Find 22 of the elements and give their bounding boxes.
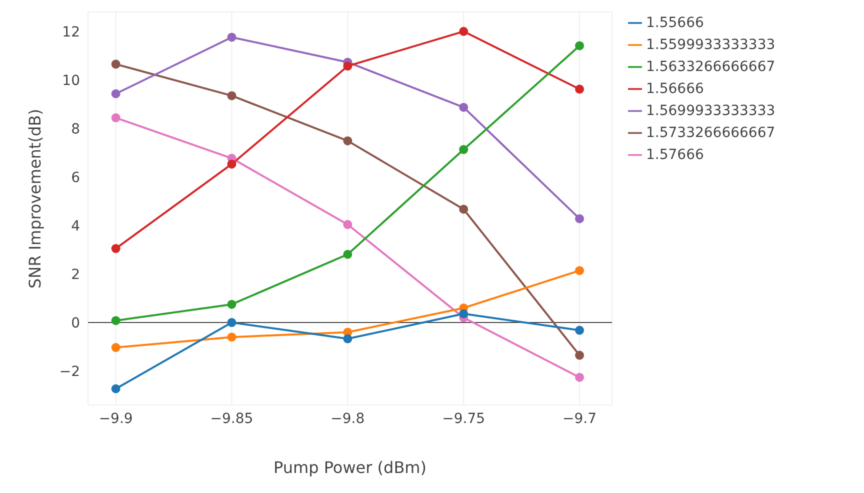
- x-tick-label: −9.8: [330, 410, 365, 427]
- y-tick-label: 6: [71, 170, 80, 186]
- y-tick-label: 12: [62, 24, 80, 40]
- y-tick-label: 10: [62, 72, 80, 89]
- legend-label: 1.5699933333333: [646, 103, 776, 119]
- y-tick-label: 8: [71, 121, 80, 138]
- y-tick-label: 0: [71, 315, 80, 332]
- y-tick-label: 2: [71, 266, 80, 283]
- x-axis-title: Pump Power (dBm): [274, 458, 426, 477]
- x-tick-label: −9.85: [210, 410, 254, 427]
- legend-label: 1.55666: [646, 15, 704, 31]
- x-tick-label: −9.7: [562, 410, 597, 427]
- y-tick-label: 4: [71, 218, 80, 234]
- y-axis-title: SNR Improvement(dB): [26, 108, 45, 288]
- x-tick-label: −9.75: [442, 410, 486, 427]
- y-tick-label: −2: [59, 364, 80, 380]
- legend-label: 1.57666: [646, 147, 704, 163]
- legend-label: 1.5599933333333: [646, 37, 776, 53]
- legend-label: 1.5633266666667: [646, 59, 776, 75]
- legend-label: 1.5733266666667: [646, 125, 776, 141]
- legend-label: 1.56666: [646, 81, 704, 97]
- x-tick-label: −9.9: [98, 410, 133, 427]
